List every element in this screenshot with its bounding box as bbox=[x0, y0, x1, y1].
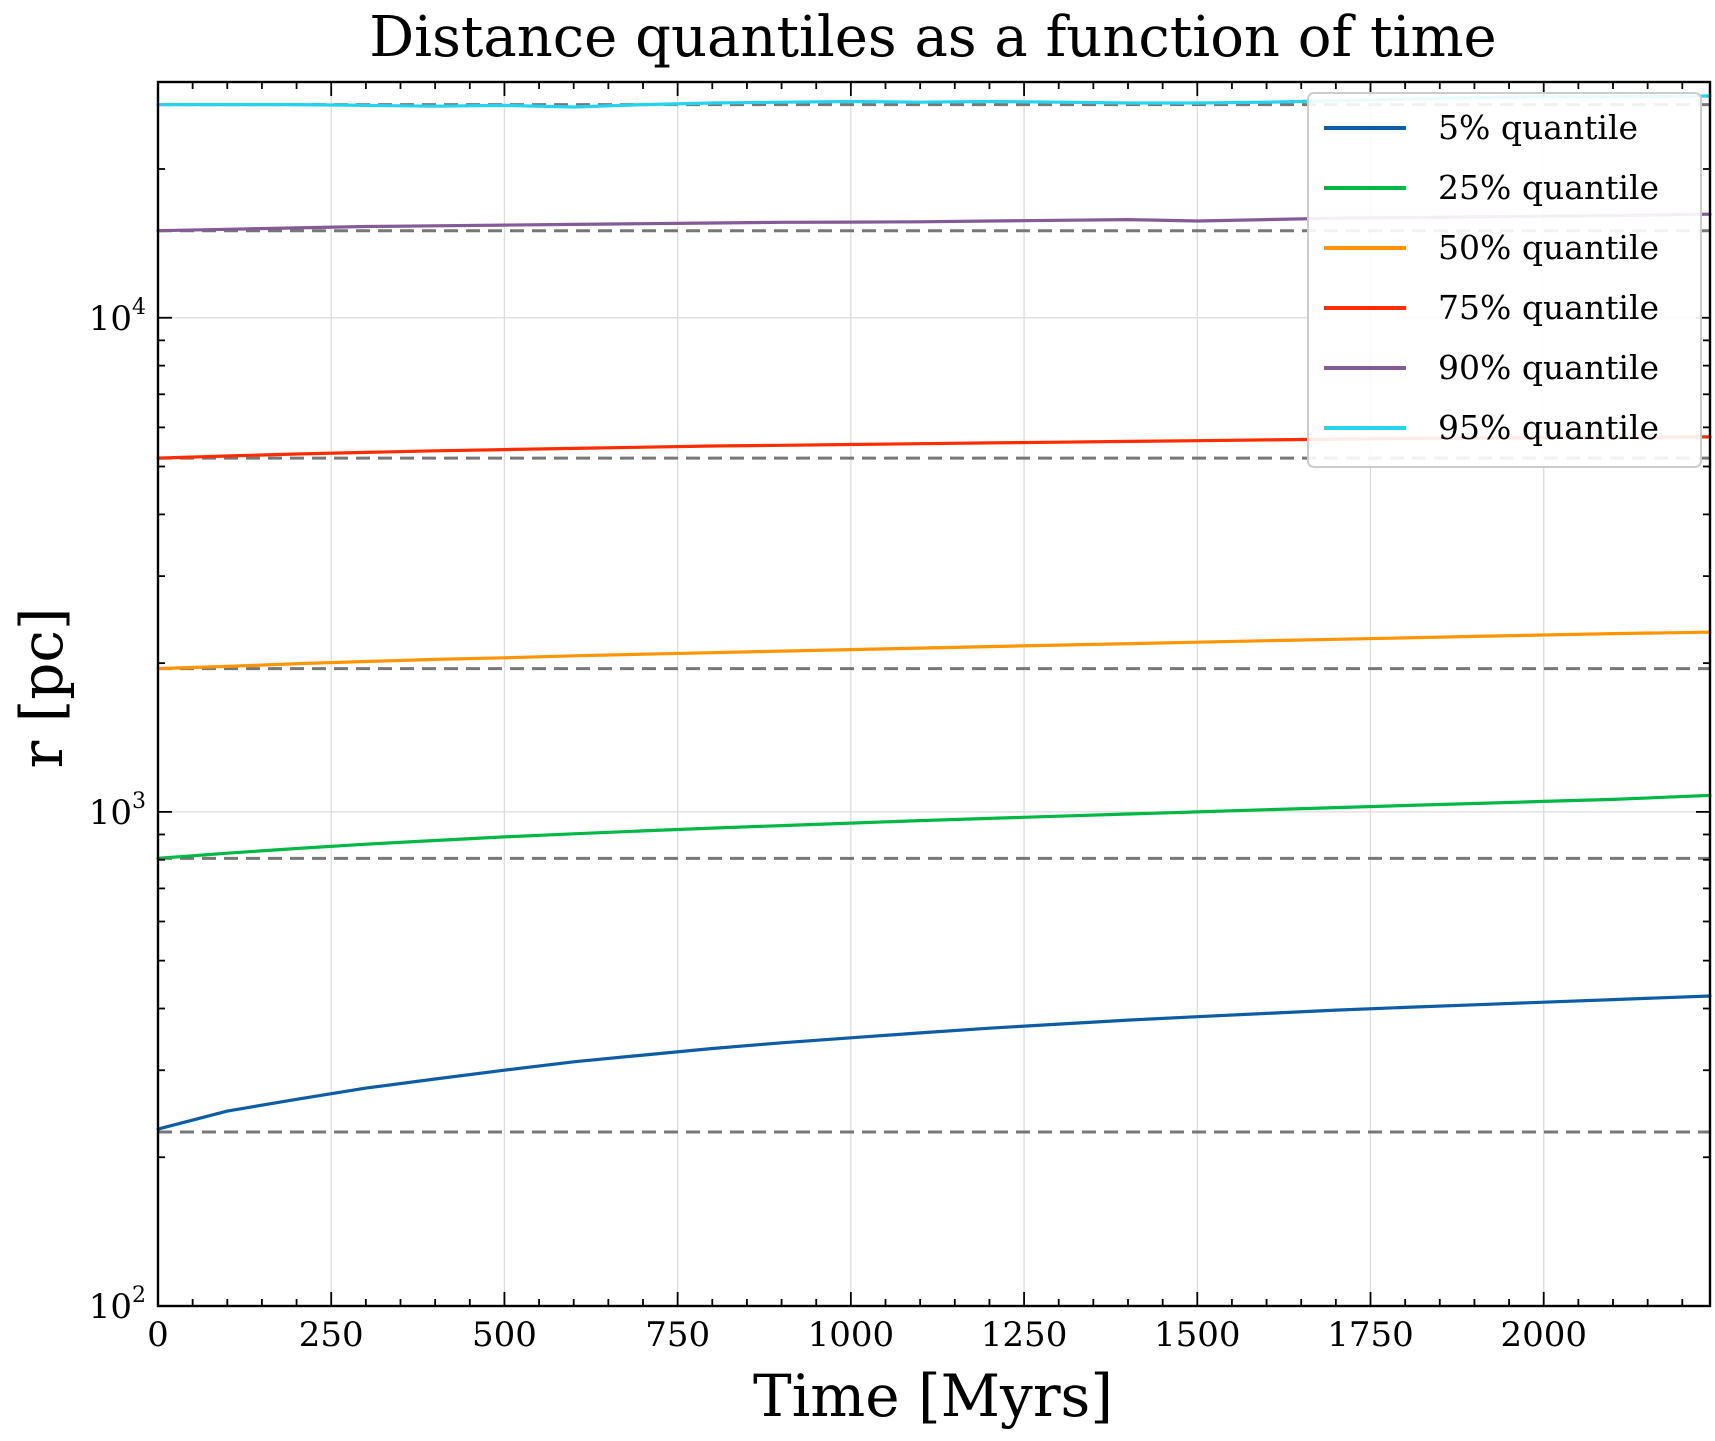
y-tick-base: 10 bbox=[89, 1287, 132, 1327]
y-tick-label: 102 bbox=[89, 1283, 146, 1327]
y-tick-label: 103 bbox=[89, 789, 146, 833]
y-tick-exponent: 4 bbox=[132, 295, 146, 320]
y-tick-base: 10 bbox=[89, 793, 132, 833]
x-tick-label: 0 bbox=[147, 1315, 169, 1355]
x-tick-label: 1000 bbox=[808, 1315, 895, 1355]
legend-entry-label: 95% quantile bbox=[1438, 408, 1659, 447]
legend-entry-label: 50% quantile bbox=[1438, 228, 1659, 267]
chart-title: Distance quantiles as a function of time bbox=[369, 5, 1496, 70]
series-lines bbox=[156, 94, 1712, 1131]
series-line bbox=[156, 793, 1712, 861]
y-tick-label: 104 bbox=[89, 295, 146, 339]
x-tick-label: 2000 bbox=[1500, 1315, 1587, 1355]
legend: 5% quantile 25% quantile 50% quantile 75% q… bbox=[1307, 92, 1702, 468]
x-tick-label: 750 bbox=[645, 1315, 710, 1355]
y-tick-base: 10 bbox=[89, 299, 132, 339]
legend-entry-label: 75% quantile bbox=[1438, 288, 1659, 327]
reference-lines bbox=[158, 103, 1710, 1134]
x-axis-label: Time [Myrs] bbox=[753, 1362, 1113, 1430]
legend-entry-label: 90% quantile bbox=[1438, 348, 1659, 387]
legend-entry-label: 25% quantile bbox=[1438, 168, 1659, 207]
x-tick-label: 1250 bbox=[981, 1315, 1068, 1355]
x-tick-label: 500 bbox=[472, 1315, 537, 1355]
legend-entry-label: 5% quantile bbox=[1438, 108, 1638, 147]
x-tick-label: 1500 bbox=[1154, 1315, 1241, 1355]
x-tick-label: 1750 bbox=[1327, 1315, 1414, 1355]
legend-box bbox=[1307, 92, 1702, 468]
y-tick-exponent: 3 bbox=[132, 789, 146, 814]
series-line bbox=[156, 994, 1712, 1131]
x-tick-label: 250 bbox=[299, 1315, 364, 1355]
series-line bbox=[156, 630, 1712, 671]
plot-frame bbox=[156, 80, 1712, 1308]
y-tick-exponent: 2 bbox=[132, 1283, 146, 1308]
y-axis-label: r [pc] bbox=[8, 607, 76, 768]
